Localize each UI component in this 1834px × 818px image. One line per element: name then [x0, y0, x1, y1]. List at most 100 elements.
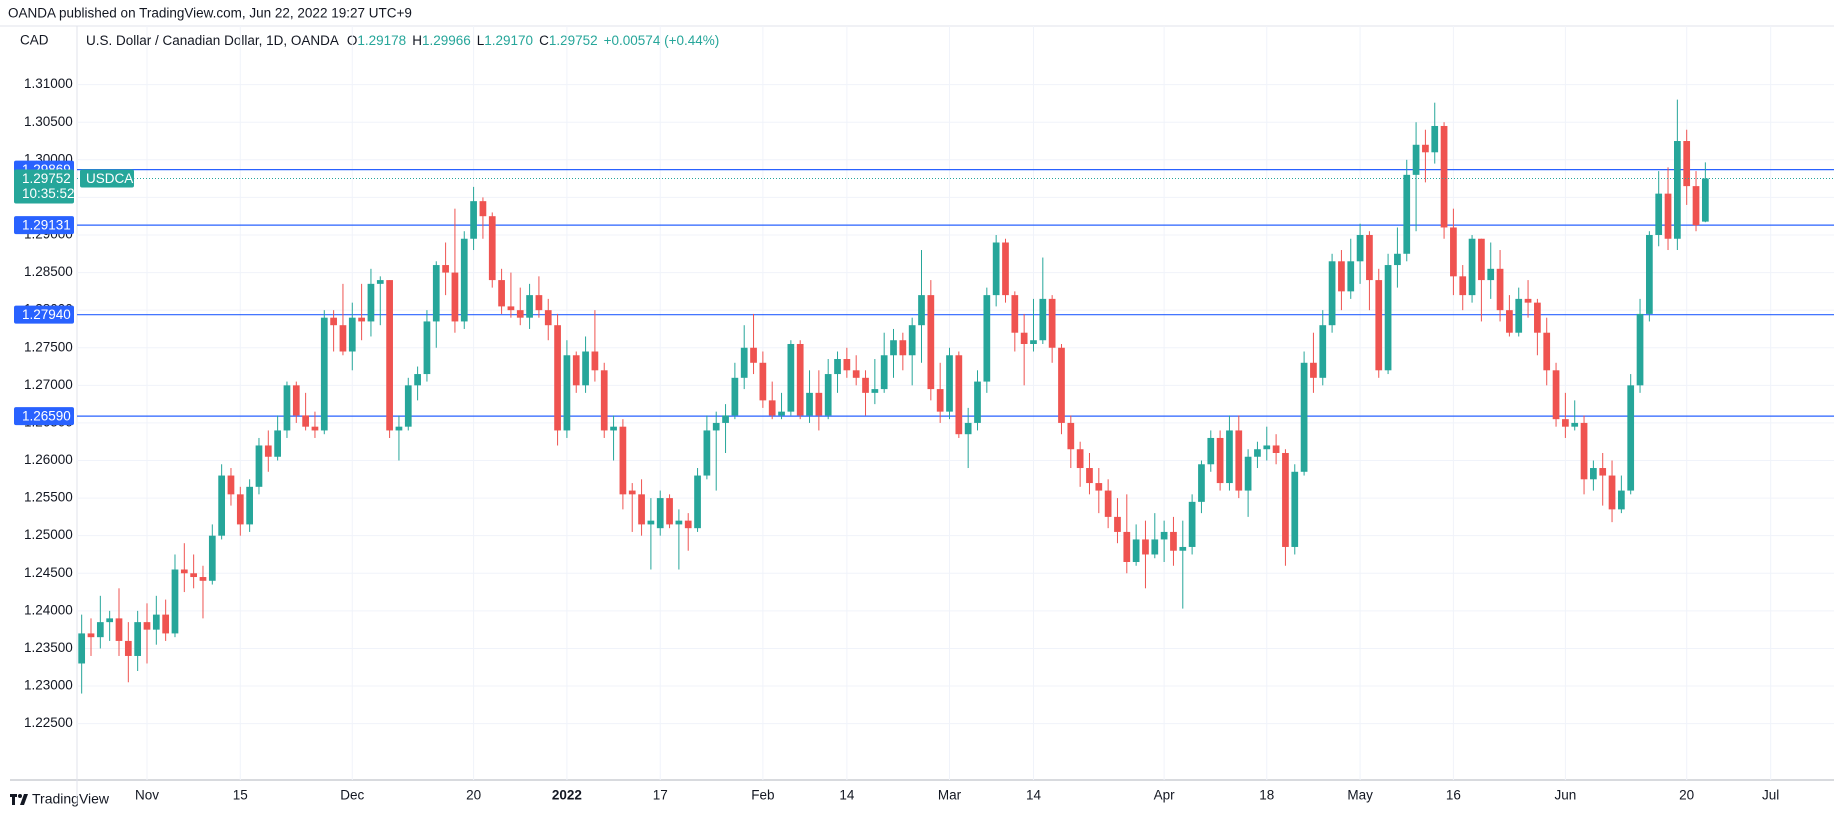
x-tick-label: 2022 [552, 788, 582, 803]
candle-body [1067, 422, 1075, 450]
candle-body [162, 614, 170, 634]
candle-body [722, 415, 729, 423]
candle-body [862, 377, 869, 393]
candle-body [1011, 295, 1019, 333]
y-tick-label: 1.30500 [24, 114, 73, 129]
candle-body [1142, 539, 1149, 555]
candle-body [1534, 302, 1541, 333]
candle-body [143, 622, 151, 630]
y-tick-label: 1.23500 [24, 640, 73, 655]
candle-body [264, 445, 272, 457]
footer: TradingView [32, 791, 110, 807]
candle-body [1338, 261, 1345, 292]
candle-body [1599, 468, 1607, 476]
candle-body [311, 426, 319, 431]
candle-body [768, 400, 776, 416]
level-badge [14, 407, 74, 426]
level-badge [14, 305, 74, 324]
candle-body [1039, 298, 1047, 341]
candle-body [936, 389, 944, 412]
candle-body [1571, 422, 1579, 427]
candle-body [535, 295, 543, 311]
candle-body [796, 343, 804, 416]
candle-body [1188, 501, 1196, 547]
level-label: 1.26590 [22, 409, 71, 424]
candle-body [1207, 437, 1215, 465]
candle-body [423, 321, 431, 375]
legend-key: H [412, 33, 422, 48]
candle-body [498, 280, 505, 307]
x-tick-label: Jun [1554, 788, 1576, 803]
x-tick-label: 14 [839, 788, 855, 803]
candle-body [1347, 261, 1355, 292]
candle-body [1552, 370, 1560, 420]
candle-body [918, 295, 925, 326]
candle-body [246, 486, 253, 525]
candle-body [1291, 471, 1299, 547]
y-tick-label: 1.25500 [24, 490, 73, 505]
candle-body [1646, 234, 1653, 314]
candle-body [1282, 452, 1289, 547]
candle-body [843, 359, 851, 371]
legend-value: 1.29966 [422, 33, 471, 48]
candle-body [386, 280, 393, 431]
footer-logo [10, 794, 28, 805]
legend-value: 1.29752 [549, 33, 598, 48]
candle-body [106, 618, 114, 623]
candle-body [78, 633, 86, 664]
candle-body [1328, 261, 1336, 326]
y-tick-label: 1.24000 [24, 602, 73, 617]
candle-body [712, 422, 720, 431]
candle-body [1664, 193, 1672, 239]
candle-body [871, 389, 879, 393]
level-label: 1.29131 [22, 218, 71, 233]
x-tick-label: 18 [1259, 788, 1274, 803]
candle-body [666, 498, 673, 525]
candle-body [1263, 445, 1271, 450]
candle-body [367, 283, 375, 322]
y-tick-label: 1.22500 [24, 715, 73, 730]
candle-body [1403, 174, 1411, 254]
y-tick-label: 1.23000 [24, 678, 73, 693]
x-tick-label: 17 [653, 788, 668, 803]
candle-body [1356, 234, 1364, 262]
candle-body [731, 377, 739, 416]
candle-body [358, 317, 365, 322]
x-tick-label: 16 [1446, 788, 1461, 803]
legend-change: +0.00574 (+0.44%) [604, 33, 720, 48]
candle-body [675, 520, 683, 525]
candle-body [964, 422, 972, 435]
x-tick-label: Dec [340, 788, 364, 803]
candle-body [376, 280, 384, 284]
candle-body [1692, 186, 1700, 226]
candle-body [684, 520, 692, 529]
candle-body [1104, 490, 1112, 517]
candle-body [1020, 332, 1028, 344]
candle-body [96, 622, 104, 638]
candle-body [1627, 385, 1635, 491]
candle-body [974, 381, 981, 423]
candle-body [1412, 144, 1420, 175]
candle-body [1674, 141, 1681, 239]
x-tick-label: Mar [938, 788, 962, 803]
x-tick-label: Apr [1154, 788, 1176, 803]
candle-body [834, 359, 841, 375]
candle-body [908, 325, 916, 356]
candle-body [983, 295, 991, 382]
candle-body [750, 347, 757, 363]
candle-body [1384, 265, 1392, 371]
legend-key: C [539, 33, 549, 48]
x-tick-label: 14 [1026, 788, 1042, 803]
candle-body [1478, 238, 1485, 281]
candle-body [236, 494, 244, 525]
candle-body [218, 475, 225, 536]
candle-body [890, 340, 897, 356]
candle-body [516, 310, 524, 318]
candle-body [628, 490, 636, 495]
symbol-badge [80, 169, 134, 188]
candle-body [852, 370, 860, 378]
candle-body [600, 370, 608, 431]
candle-body [1608, 475, 1616, 510]
candle-body [563, 355, 571, 431]
candle-body [1590, 468, 1597, 480]
